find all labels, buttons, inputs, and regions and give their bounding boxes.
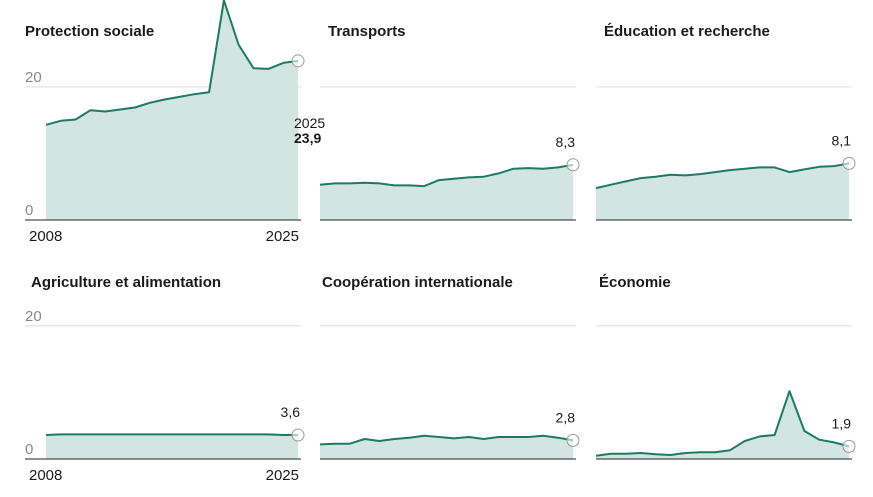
y-tick-label: 0 [25, 441, 33, 458]
y-tick-label: 0 [25, 202, 33, 219]
panel-title-transports: Transports [328, 23, 406, 40]
end-value-label: 23,9 [294, 130, 321, 146]
series-area [320, 164, 573, 220]
end-point-marker [566, 433, 580, 447]
x-tick-label: 2008 [29, 467, 62, 484]
panel-title-education-recherche: Éducation et recherche [604, 23, 770, 40]
end-value-label: 2,8 [556, 409, 576, 425]
panel-title-cooperation-internationale: Coopération internationale [322, 274, 513, 291]
series-area [596, 163, 849, 220]
end-value-label: 8,1 [832, 132, 852, 148]
y-tick-label: 20 [25, 69, 42, 86]
y-tick-label: 20 [25, 308, 42, 325]
panel-title-agriculture-alimentation: Agriculture et alimentation [31, 274, 222, 291]
series-area [320, 435, 573, 459]
end-year-label: 2025 [294, 115, 325, 131]
end-value-label: 1,9 [832, 415, 852, 431]
panel-title-protection-sociale: Protection sociale [25, 23, 155, 40]
series-area [46, 0, 298, 220]
series-line [595, 390, 850, 457]
series-area [596, 391, 849, 459]
x-tick-label: 2025 [266, 228, 299, 245]
series-area [46, 434, 298, 459]
x-tick-label: 2008 [29, 228, 62, 245]
x-tick-label: 2025 [266, 467, 299, 484]
end-point-marker [291, 54, 305, 68]
series-line [319, 163, 574, 188]
panel-title-economie: Économie [599, 274, 671, 291]
end-point-marker [842, 439, 856, 453]
end-point-marker [291, 428, 305, 442]
end-point-marker [566, 158, 580, 172]
end-value-label: 3,6 [281, 404, 301, 420]
series-line [595, 162, 850, 190]
series-line [319, 434, 574, 446]
series-line [45, 433, 298, 436]
series-line [45, 0, 299, 126]
end-value-label: 8,3 [556, 134, 576, 150]
end-point-marker [842, 156, 856, 170]
